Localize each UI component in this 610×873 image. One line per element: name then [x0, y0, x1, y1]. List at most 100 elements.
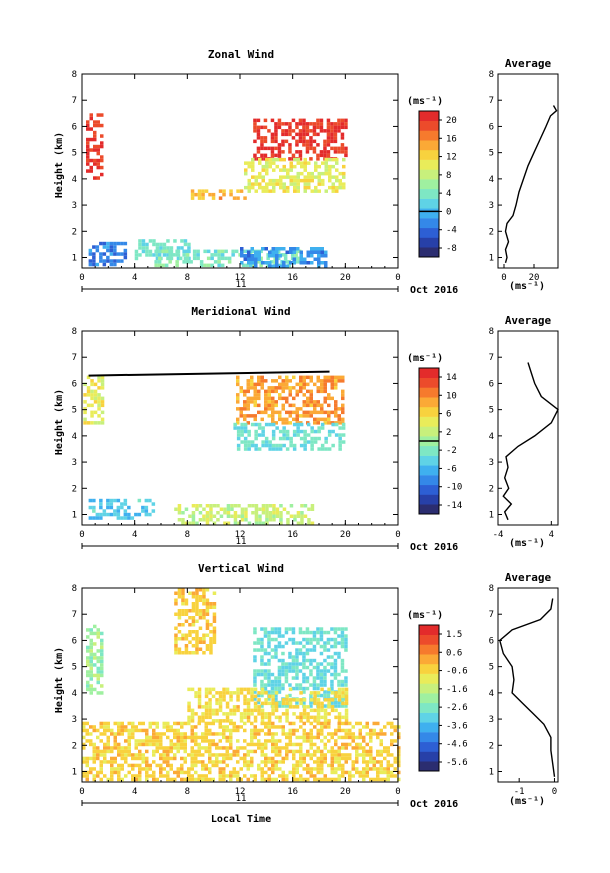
heat-cell	[330, 132, 334, 137]
heat-cell	[90, 396, 94, 401]
heat-cell	[138, 756, 142, 761]
heat-cell	[333, 662, 338, 666]
heat-cell	[244, 161, 248, 165]
heat-cell	[205, 511, 210, 515]
heat-cell	[236, 691, 240, 695]
heat-cell	[274, 763, 278, 768]
heat-cell	[285, 735, 289, 740]
heat-cell	[256, 129, 261, 133]
heat-cell	[302, 672, 306, 677]
heat-cell	[270, 627, 275, 631]
heat-cell	[229, 719, 233, 723]
heat-cell	[194, 725, 198, 729]
heat-cell	[261, 507, 266, 511]
heat-cell	[326, 139, 331, 144]
heat-cell	[96, 746, 100, 750]
heat-cell	[337, 704, 341, 708]
heat-cell	[244, 507, 248, 511]
heat-cell	[316, 641, 320, 645]
heat-cell	[344, 770, 348, 775]
heat-cell	[113, 252, 117, 256]
heat-cell	[383, 767, 387, 771]
heat-cell	[243, 712, 247, 716]
heat-cell	[274, 129, 278, 133]
heat-cell	[184, 637, 189, 641]
heat-cell	[292, 705, 296, 709]
heat-cell	[316, 403, 320, 408]
heat-cell	[321, 171, 325, 176]
heat-cell	[246, 701, 251, 706]
heat-cell	[330, 379, 334, 383]
heat-cell	[222, 719, 226, 723]
heat-cell	[286, 189, 290, 193]
heat-cell	[191, 511, 196, 515]
heat-cell	[267, 715, 272, 720]
heat-cell	[309, 700, 313, 705]
heat-cell	[263, 686, 268, 691]
heat-cell	[270, 153, 275, 158]
heat-cell	[263, 627, 268, 631]
heat-cell	[86, 120, 90, 124]
heat-cell	[190, 715, 195, 720]
heat-cell	[120, 252, 124, 256]
heat-cell	[341, 774, 345, 778]
heat-cell	[92, 756, 96, 761]
heat-cell	[257, 746, 261, 750]
avg-y-tick-label: 6	[489, 379, 494, 389]
heat-cell	[306, 767, 310, 771]
heat-cell	[369, 732, 373, 736]
heat-cell	[285, 756, 289, 761]
heat-cell	[243, 426, 248, 430]
heat-cell	[100, 691, 104, 695]
heat-cell	[187, 715, 191, 720]
heat-cell	[279, 504, 283, 508]
heat-cell	[253, 701, 258, 706]
heat-cell	[333, 132, 338, 137]
heat-cell	[176, 774, 180, 778]
heat-cell	[173, 721, 177, 726]
heat-cell	[113, 721, 117, 726]
heat-cell	[340, 704, 345, 708]
heat-cell	[184, 602, 189, 606]
heat-cell	[285, 732, 289, 736]
heat-cell	[103, 732, 107, 736]
heat-cell	[267, 725, 271, 729]
heat-cell	[260, 662, 264, 666]
heat-cell	[267, 389, 271, 394]
heat-cell	[285, 386, 289, 390]
heat-cell	[277, 669, 282, 673]
heat-cell	[291, 658, 296, 663]
heat-cell	[239, 687, 244, 692]
heat-cell	[181, 609, 185, 613]
heat-cell	[365, 732, 369, 736]
heat-cell	[326, 118, 331, 123]
heat-cell	[96, 756, 100, 761]
heat-cell	[246, 753, 250, 757]
heat-cell	[267, 697, 271, 701]
heat-cell	[337, 728, 341, 733]
heat-cell	[194, 192, 198, 197]
heat-cell	[302, 705, 307, 709]
heat-cell	[307, 507, 311, 511]
heat-cell	[348, 770, 352, 775]
heat-cell	[180, 239, 184, 243]
heat-cell	[271, 732, 275, 736]
heat-cell	[316, 389, 320, 394]
heat-cell	[194, 770, 198, 775]
heat-cell	[289, 168, 293, 172]
heat-cell	[337, 694, 342, 699]
heat-cell	[124, 728, 128, 733]
heat-cell	[330, 763, 334, 768]
heat-cell	[333, 129, 338, 133]
heat-cell	[162, 242, 167, 247]
heat-cell	[100, 144, 104, 149]
colorbar-swatch	[419, 179, 439, 190]
heat-cell	[236, 443, 241, 448]
heat-cell	[102, 245, 107, 249]
heat-cell	[307, 178, 311, 183]
avg-profile-line	[499, 598, 556, 777]
heat-cell	[341, 440, 346, 444]
heat-cell	[202, 602, 206, 606]
heat-cell	[205, 602, 210, 606]
heat-cell	[240, 250, 244, 254]
